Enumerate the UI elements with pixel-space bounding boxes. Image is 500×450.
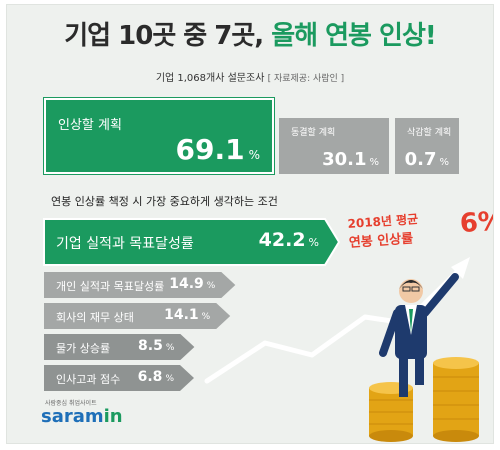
condition-value-number: 14.1 xyxy=(164,307,199,323)
plan-cut-label: 삭감할 계획 xyxy=(407,128,452,138)
title-part1: 기업 10곳 중 7곳, xyxy=(64,21,272,51)
condition-label: 물가 상승률 xyxy=(56,342,111,355)
plan-raise-box: 인상할 계획 69.1% xyxy=(44,98,274,174)
plan-cut-value-wrap: 0.7% xyxy=(405,149,449,170)
condition-bar xyxy=(44,272,236,298)
condition-bar xyxy=(44,303,231,329)
condition-label: 기업 실적과 목표달성률 xyxy=(56,236,194,252)
condition-value: 14.9% xyxy=(169,276,215,292)
condition-value-unit: % xyxy=(165,343,175,353)
condition-value: 8.5% xyxy=(138,338,174,354)
plan-freeze-value-wrap: 30.1% xyxy=(322,149,379,170)
condition-value-number: 8.5 xyxy=(138,338,163,354)
condition-label: 회사의 재무 상태 xyxy=(56,311,134,324)
condition-bar xyxy=(44,365,194,391)
condition-value-number: 6.8 xyxy=(137,369,163,385)
plan-freeze-value: 30.1 xyxy=(322,149,367,170)
page-title: 기업 10곳 중 7곳, 올해 연봉 인상! xyxy=(7,15,493,52)
plan-raise-label: 인상할 계획 xyxy=(58,118,122,133)
average-raise-value: 6% xyxy=(458,206,494,240)
conditions-title: 연봉 인상률 책정 시 가장 중요하게 생각하는 조건 xyxy=(51,195,278,208)
condition-value-number: 14.9 xyxy=(169,276,204,292)
survey-subtitle: 기업 1,068개사 설문조사 [ 자료제공: 사람인 ] xyxy=(7,69,493,84)
condition-value-unit: % xyxy=(165,374,174,384)
condition-value-unit: % xyxy=(201,312,211,322)
plan-cut-unit: % xyxy=(439,157,449,168)
logo-name: saram xyxy=(41,406,104,427)
plan-freeze-label: 동결할 계획 xyxy=(291,128,336,138)
logo-tagline: 사람중심 취업사이트 xyxy=(45,400,97,407)
title-part2: 올해 연봉 인상! xyxy=(271,21,436,51)
upward-arrow-icon xyxy=(204,257,470,384)
logo-suffix: in xyxy=(103,406,123,427)
infographic-frame: 기업 10곳 중 7곳, 올해 연봉 인상! 기업 1,068개사 설문조사 [… xyxy=(6,4,494,444)
condition-label: 개인 실적과 목표달성률 xyxy=(56,280,165,293)
plan-cut-value: 0.7 xyxy=(404,149,437,170)
plan-raise-unit: % xyxy=(248,148,260,162)
coin-stack-icon xyxy=(369,357,479,442)
condition-bar xyxy=(44,334,195,360)
plan-raise-value: 69.1 xyxy=(175,133,245,166)
plan-freeze-box: 동결할 계획 30.1% xyxy=(279,118,389,174)
businessman-illustration xyxy=(379,273,459,397)
illustration-layer xyxy=(43,218,479,442)
condition-value-unit: % xyxy=(308,236,319,249)
condition-value-number: 42.2 xyxy=(258,229,306,251)
condition-value-unit: % xyxy=(206,281,216,291)
condition-bar xyxy=(43,218,341,266)
plan-freeze-unit: % xyxy=(369,157,379,168)
survey-text: 기업 1,068개사 설문조사 xyxy=(155,73,268,84)
plan-raise-value-wrap: 69.1% xyxy=(176,133,261,166)
condition-value: 6.8% xyxy=(138,369,174,385)
saramin-logo: saramin xyxy=(41,406,123,427)
average-raise-callout: 2018년 평균 연봉 인상률 6% xyxy=(347,206,493,251)
source-text: [ 자료제공: 사람인 ] xyxy=(267,74,345,84)
conditions-bars xyxy=(43,218,341,391)
condition-value: 14.1% xyxy=(164,307,210,323)
condition-label: 인사고과 점수 xyxy=(56,373,121,386)
condition-value: 42.2% xyxy=(259,229,319,251)
plan-cut-box: 삭감할 계획 0.7% xyxy=(395,118,459,174)
